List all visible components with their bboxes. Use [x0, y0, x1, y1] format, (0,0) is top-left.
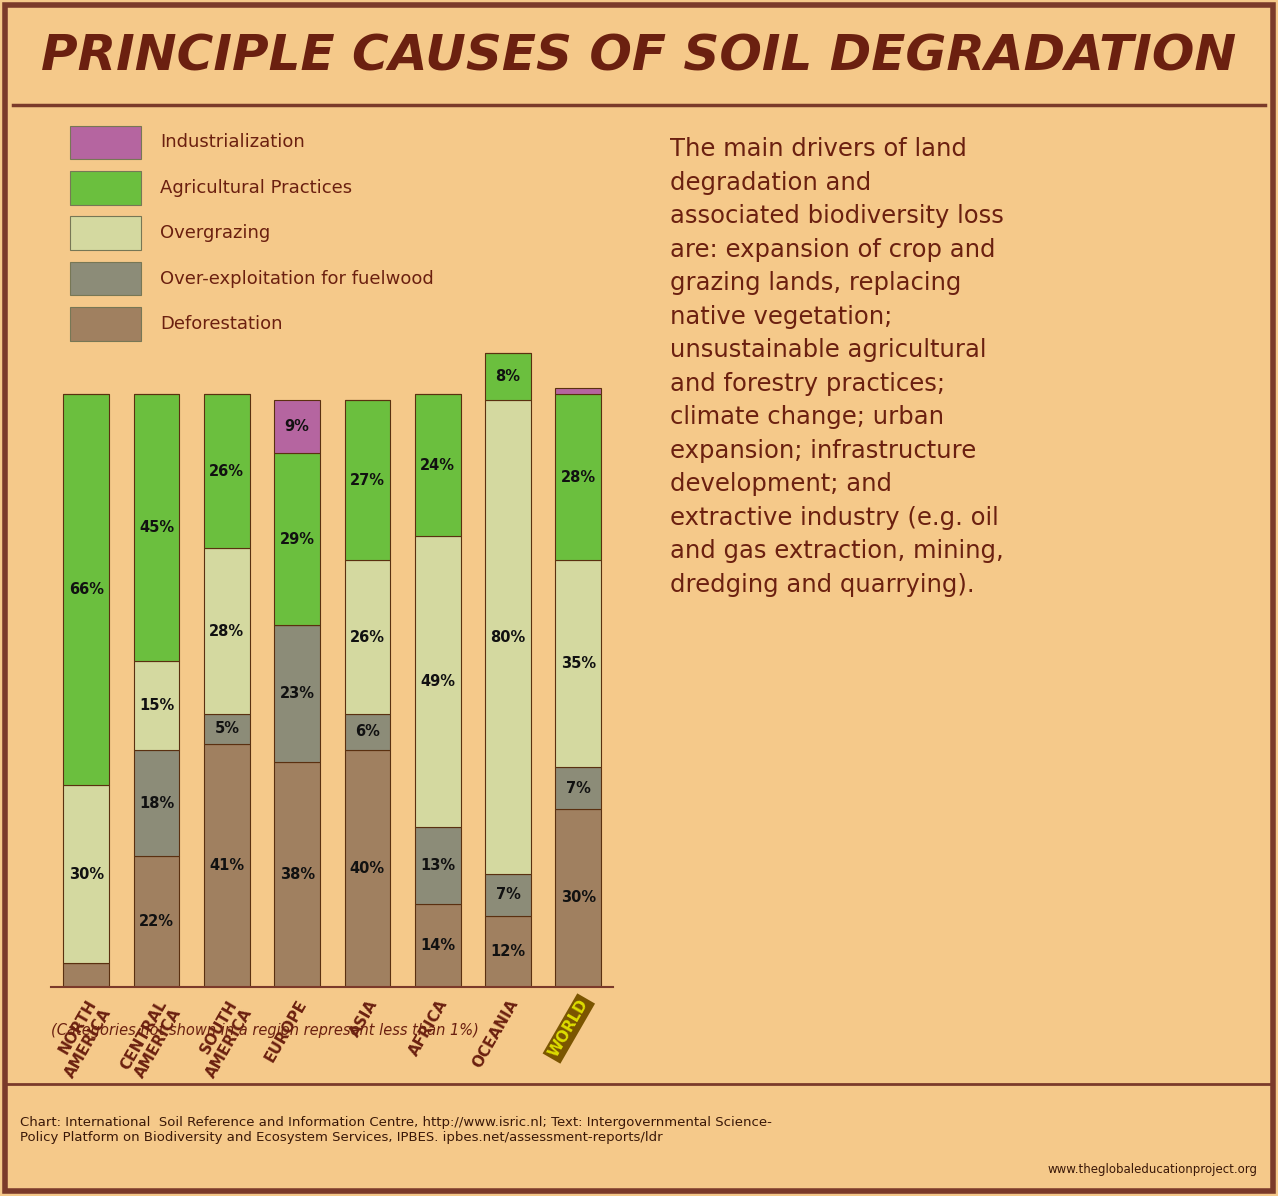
- Bar: [415, 395, 460, 537]
- Text: 18%: 18%: [139, 795, 174, 811]
- Text: 5%: 5%: [215, 721, 239, 737]
- Text: 30%: 30%: [561, 890, 596, 905]
- Bar: [64, 963, 109, 987]
- Text: Agricultural Practices: Agricultural Practices: [160, 178, 351, 197]
- Bar: [275, 762, 320, 987]
- Text: 30%: 30%: [69, 867, 104, 881]
- Bar: [134, 856, 179, 987]
- Text: 40%: 40%: [350, 861, 385, 875]
- Text: 22%: 22%: [139, 914, 174, 929]
- Bar: [556, 389, 601, 395]
- Text: PRINCIPLE CAUSES OF SOIL DEGRADATION: PRINCIPLE CAUSES OF SOIL DEGRADATION: [41, 32, 1237, 80]
- Bar: [556, 560, 601, 768]
- Bar: [64, 786, 109, 963]
- Text: 12%: 12%: [491, 944, 525, 959]
- Bar: [486, 401, 530, 874]
- Bar: [204, 744, 249, 987]
- Text: 24%: 24%: [420, 458, 455, 472]
- Text: 15%: 15%: [139, 697, 174, 713]
- Bar: [134, 661, 179, 750]
- Bar: [64, 395, 109, 786]
- Bar: [204, 714, 249, 744]
- Bar: [556, 768, 601, 808]
- Text: 80%: 80%: [491, 629, 525, 645]
- Text: 38%: 38%: [280, 867, 314, 881]
- Bar: [134, 395, 179, 661]
- Text: 13%: 13%: [420, 858, 455, 873]
- Text: 26%: 26%: [210, 464, 244, 478]
- Text: 41%: 41%: [210, 858, 244, 873]
- Text: Deforestation: Deforestation: [160, 315, 282, 334]
- Text: 14%: 14%: [420, 938, 455, 953]
- Bar: [345, 714, 390, 750]
- Bar: [275, 401, 320, 453]
- Bar: [345, 750, 390, 987]
- Text: Over-exploitation for fuelwood: Over-exploitation for fuelwood: [160, 269, 433, 288]
- Text: 7%: 7%: [496, 887, 520, 902]
- Text: www.theglobaleducationproject.org: www.theglobaleducationproject.org: [1048, 1163, 1258, 1176]
- Bar: [275, 626, 320, 762]
- Text: Chart: International  Soil Reference and Information Centre, http://www.isric.nl: Chart: International Soil Reference and …: [20, 1116, 772, 1145]
- Text: 28%: 28%: [561, 470, 596, 484]
- Text: 9%: 9%: [285, 420, 309, 434]
- Bar: [275, 453, 320, 626]
- Text: 49%: 49%: [420, 675, 455, 689]
- Text: Overgrazing: Overgrazing: [160, 224, 270, 243]
- Text: 27%: 27%: [350, 472, 385, 488]
- Text: (Categories not shown in a region represent less than 1%): (Categories not shown in a region repres…: [51, 1023, 479, 1038]
- Text: 23%: 23%: [280, 687, 314, 701]
- Bar: [204, 395, 249, 548]
- Bar: [345, 560, 390, 714]
- Bar: [556, 395, 601, 560]
- Text: 8%: 8%: [496, 368, 520, 384]
- Text: 26%: 26%: [350, 629, 385, 645]
- Text: 66%: 66%: [69, 582, 104, 597]
- Text: 28%: 28%: [210, 624, 244, 639]
- Bar: [345, 401, 390, 560]
- Bar: [486, 916, 530, 987]
- Text: 6%: 6%: [355, 725, 380, 739]
- Text: The main drivers of land
degradation and
associated biodiversity loss
are: expan: The main drivers of land degradation and…: [670, 138, 1003, 597]
- Bar: [415, 826, 460, 904]
- Bar: [486, 874, 530, 916]
- Text: 7%: 7%: [566, 781, 590, 795]
- Bar: [415, 904, 460, 987]
- Text: Industrialization: Industrialization: [160, 133, 304, 152]
- Text: 45%: 45%: [139, 520, 174, 535]
- Text: 29%: 29%: [280, 532, 314, 547]
- Text: 35%: 35%: [561, 657, 596, 671]
- Bar: [204, 548, 249, 714]
- Bar: [556, 808, 601, 987]
- Bar: [486, 353, 530, 401]
- Bar: [134, 750, 179, 856]
- Bar: [415, 537, 460, 826]
